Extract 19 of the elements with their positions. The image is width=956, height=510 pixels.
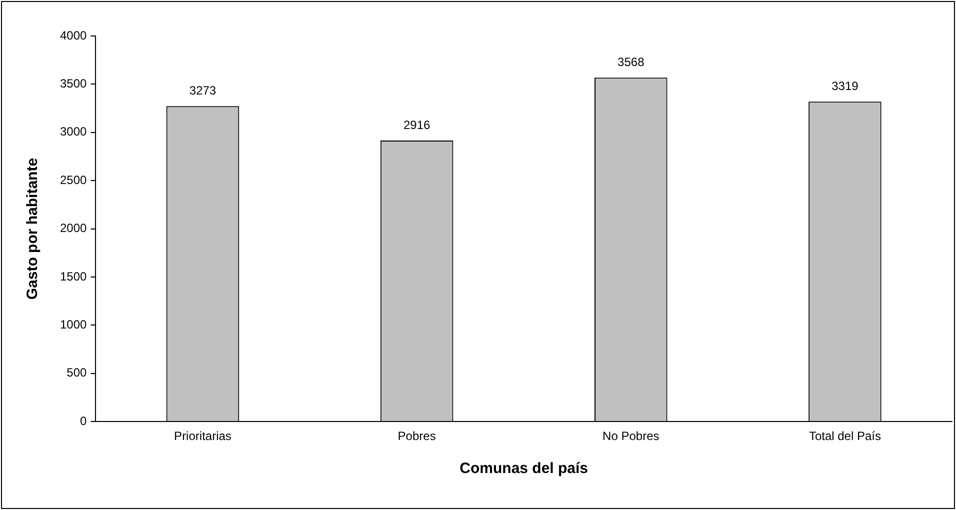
y-tick-label: 0 [80,414,88,428]
x-tick-label: Pobres [398,429,436,444]
y-tick-label: 4000 [60,28,88,42]
x-tick-label: No Pobres [602,429,660,444]
data-label: 3319 [832,78,859,93]
x-axis-title: Comunas del país [460,460,588,478]
data-label: 3273 [189,83,216,98]
y-tick-label: 2000 [60,221,88,236]
y-tick-label: 3500 [60,76,88,91]
y-axis-title: Gasto por habitante [24,158,42,300]
y-tick-label: 1000 [60,318,88,332]
data-label: 3568 [618,54,645,69]
y-tick-label: 2500 [60,172,88,187]
y-tick-label: 3000 [60,124,88,139]
y-tick-label: 500 [66,366,88,380]
x-tick-label: Prioritarias [174,429,232,444]
y-tick-label: 1500 [60,269,88,284]
data-label: 2916 [403,118,430,132]
x-tick-label: Total del País [808,429,881,444]
